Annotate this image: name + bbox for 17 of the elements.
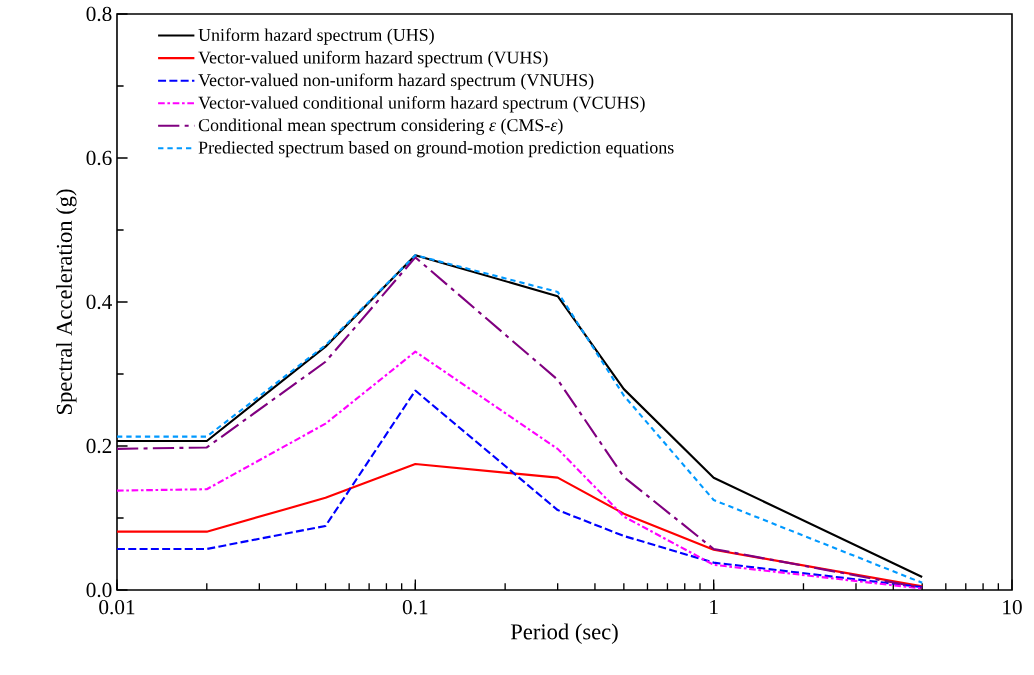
y-tick-label: 0.4 — [86, 294, 112, 310]
y-tick-label: 0.0 — [86, 582, 112, 598]
legend-label: Prediected spectrum based on ground-motion prediction equations — [198, 140, 674, 158]
legend-label: Vector-valued uniform hazard spectrum (VUHS) — [198, 50, 548, 68]
x-tick-label: 10 — [1003, 600, 1022, 615]
x-tick-label: 1 — [710, 600, 718, 615]
x-axis-title: Period (sec) — [510, 623, 618, 645]
legend-label: Conditional mean spectrum considering ε (CMS-ε) — [198, 118, 563, 135]
legend-label: Vector-valued non-uniform hazard spectrum (VNUHS) — [198, 73, 594, 90]
legend-label: Vector-valued conditional uniform hazard spectrum (VCUHS) — [198, 95, 645, 113]
y-tick-label: 0.2 — [86, 438, 112, 454]
y-axis-title: Spectral Acceleration (g) — [56, 189, 77, 414]
x-tick-label: 0.01 — [99, 600, 135, 615]
y-tick-label: 0.6 — [86, 150, 112, 166]
y-tick-label: 0.8 — [86, 6, 112, 22]
legend-label: Uniform hazard spectrum (UHS) — [198, 28, 434, 45]
x-tick-label: 0.1 — [402, 600, 428, 615]
